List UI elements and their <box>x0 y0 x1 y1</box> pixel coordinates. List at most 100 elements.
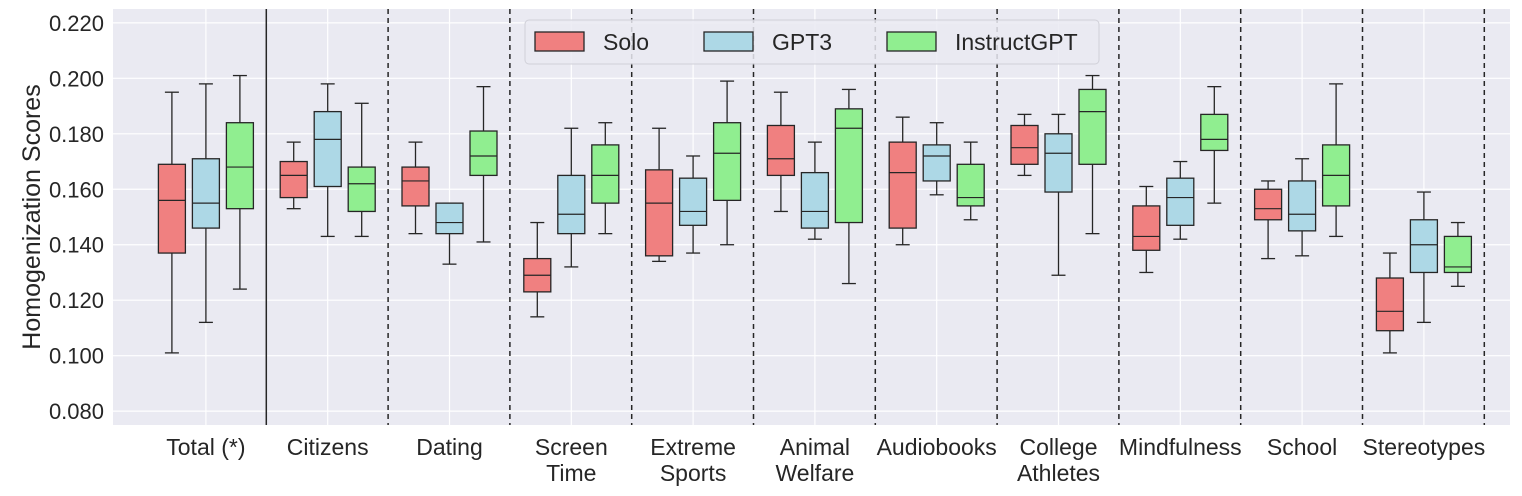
box-gpt3 <box>191 83 221 324</box>
x-category-label: Citizens <box>287 434 369 460</box>
box-gpt3 <box>678 155 708 254</box>
box-instructgpt <box>1443 221 1473 287</box>
iqr-box <box>313 110 342 188</box>
legend-label-instructgpt: InstructGPT <box>955 29 1078 55</box>
iqr-box <box>279 160 308 199</box>
iqr-box <box>1044 133 1073 193</box>
iqr-box <box>922 144 951 182</box>
box-solo <box>1375 252 1405 354</box>
x-category-label: School <box>1267 434 1337 460</box>
category-group <box>401 86 498 265</box>
y-tick-label: 0.080 <box>49 399 104 424</box>
legend-swatch-instructgpt <box>886 31 937 52</box>
iqr-box <box>800 171 830 229</box>
box-gpt3 <box>1287 158 1317 257</box>
box-solo <box>766 91 796 213</box>
iqr-box <box>1409 219 1439 274</box>
category-group <box>1132 86 1229 274</box>
y-tick-label: 0.220 <box>49 11 104 36</box>
x-category-label: Audiobooks <box>877 434 997 460</box>
x-category-label: Stereotypes <box>1363 434 1486 460</box>
box-instructgpt <box>956 141 985 221</box>
category-group <box>644 80 742 263</box>
y-tick-label: 0.100 <box>49 344 104 369</box>
category-group <box>1253 83 1351 260</box>
x-category-label: College <box>1020 434 1098 460</box>
iqr-box <box>888 141 917 229</box>
y-tick-label: 0.140 <box>49 233 104 258</box>
x-category-label: Time <box>546 460 596 486</box>
box-gpt3 <box>1166 160 1195 240</box>
iqr-box <box>712 122 742 202</box>
box-gpt3 <box>800 141 830 240</box>
box-solo <box>401 141 430 235</box>
box-solo <box>157 91 187 354</box>
x-category-label: Extreme <box>650 434 736 460</box>
y-tick-label: 0.200 <box>49 66 104 91</box>
iqr-box <box>469 130 498 177</box>
iqr-box <box>766 124 796 177</box>
legend: Solo GPT3 InstructGPT <box>524 19 1100 65</box>
legend-label-solo: Solo <box>603 29 649 55</box>
x-category-label: Dating <box>416 434 482 460</box>
box-gpt3 <box>922 122 951 196</box>
category-group <box>523 122 620 318</box>
x-category-label: Screen <box>535 434 608 460</box>
iqr-box <box>435 202 464 235</box>
iqr-box <box>956 163 985 207</box>
iqr-box <box>1375 277 1405 332</box>
box-gpt3 <box>1409 191 1439 324</box>
x-category-label: Sports <box>660 460 726 486</box>
category-group <box>1375 191 1473 354</box>
iqr-box <box>1287 180 1317 232</box>
category-group <box>1010 74 1107 276</box>
box-solo <box>1132 185 1161 274</box>
box-solo <box>888 116 917 246</box>
box-instructgpt <box>591 122 620 235</box>
box-instructgpt <box>469 86 498 243</box>
legend-swatch-solo <box>534 31 585 52</box>
legend-frame <box>524 19 1100 65</box>
box-gpt3 <box>1044 113 1073 276</box>
box-instructgpt <box>1321 83 1351 238</box>
legend-swatch-gpt3 <box>703 31 754 52</box>
category-group <box>157 74 255 354</box>
category-separators <box>265 9 1486 425</box>
box-solo <box>644 127 674 263</box>
iqr-box <box>834 108 864 224</box>
box-solo <box>523 221 552 318</box>
y-tick-label: 0.180 <box>49 122 104 147</box>
iqr-box <box>1253 188 1283 221</box>
x-category-label: Animal <box>780 434 850 460</box>
box-instructgpt <box>834 88 864 285</box>
iqr-box <box>1200 113 1229 152</box>
x-category-label: Total (*) <box>166 434 245 460</box>
box-solo <box>1010 113 1039 177</box>
box-solo <box>1253 180 1283 260</box>
box-gpt3 <box>557 127 586 268</box>
y-axis-title: Homogenization Scores <box>18 84 46 349</box>
y-axis-ticks: 0.080 0.100 0.120 0.140 0.160 0.180 0.200 0.220 <box>49 11 104 424</box>
y-tick-label: 0.120 <box>49 288 104 313</box>
iqr-box <box>1132 205 1161 251</box>
box-gpt3 <box>435 202 464 265</box>
category-group <box>888 116 985 246</box>
iqr-box <box>591 144 620 204</box>
box-series <box>157 74 1473 354</box>
iqr-box <box>347 166 376 213</box>
box-solo <box>279 141 308 210</box>
x-category-label: Athletes <box>1017 460 1100 486</box>
x-category-label: Welfare <box>775 460 854 486</box>
iqr-box <box>678 177 708 226</box>
box-instructgpt <box>347 102 376 238</box>
box-instructgpt <box>225 74 255 290</box>
iqr-box <box>644 169 674 257</box>
iqr-box <box>557 174 586 235</box>
box-instructgpt <box>712 80 742 246</box>
iqr-box <box>1010 124 1039 165</box>
iqr-box <box>157 163 187 254</box>
box-instructgpt <box>1200 86 1229 204</box>
iqr-box <box>401 166 430 207</box>
